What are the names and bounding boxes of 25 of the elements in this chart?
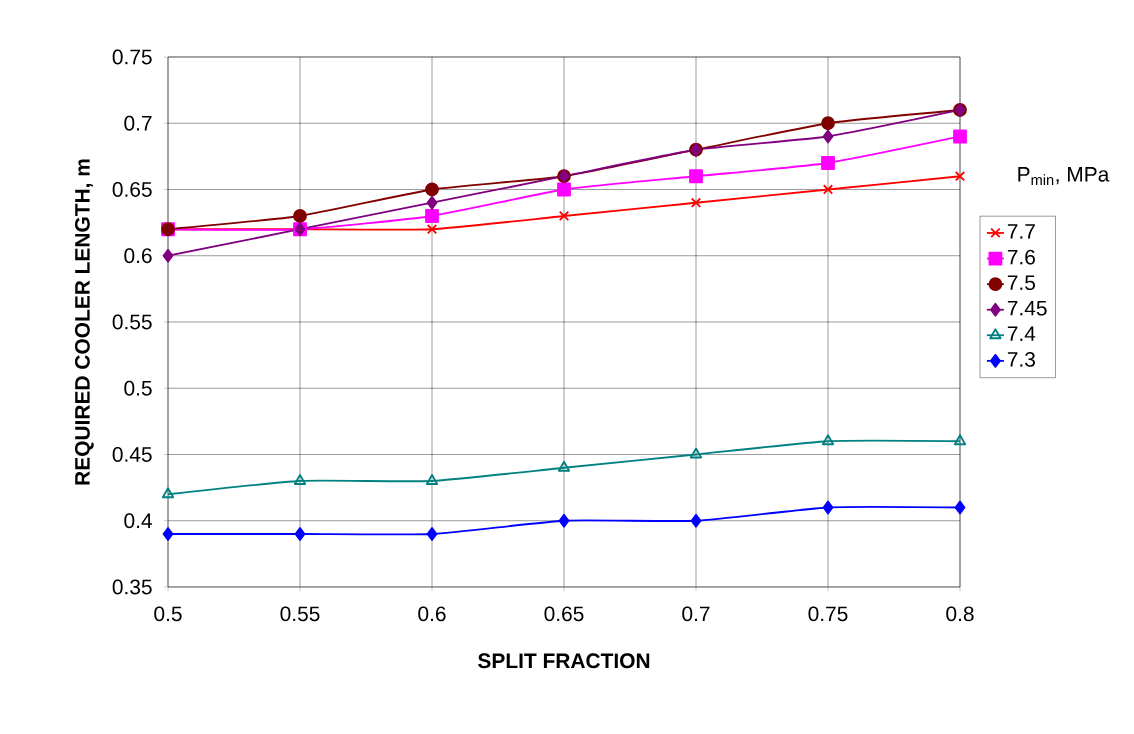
y-tick-label: 0.65 <box>112 182 152 197</box>
x-tick-label: 0.7 <box>682 606 710 622</box>
legend-label: 7.4 <box>1007 326 1036 341</box>
y-tick-label: 0.75 <box>112 49 152 65</box>
y-tick-label: 0.45 <box>112 447 152 462</box>
legend-label: 7.5 <box>1007 275 1035 291</box>
legend-label: 7.45 <box>1007 300 1047 316</box>
x-tick-label: 0.6 <box>418 606 446 622</box>
legend-title: P$_{min}$, MPa <box>1018 167 1110 185</box>
x-tick-label: 0.8 <box>946 606 974 622</box>
y-tick-label: 0.55 <box>112 314 152 330</box>
y-tick-label: 0.35 <box>112 579 152 595</box>
y-tick-label: 0.6 <box>124 248 152 264</box>
x-axis-title: SPLIT FRACTION <box>478 653 650 669</box>
legend-label: 7.3 <box>1007 351 1035 367</box>
legend-label: 7.7 <box>1007 224 1035 239</box>
x-tick-label: 0.55 <box>280 606 320 622</box>
x-tick-label: 0.65 <box>544 606 584 622</box>
x-tick-label: 0.75 <box>808 606 848 622</box>
y-axis-title: REQUIRED COOLER LENGTH, m <box>74 159 94 485</box>
y-tick-label: 0.4 <box>124 513 152 529</box>
x-tick-label: 0.5 <box>154 606 182 622</box>
y-tick-label: 0.5 <box>124 380 152 396</box>
legend-label: 7.6 <box>1007 249 1035 265</box>
y-tick-label: 0.7 <box>124 115 152 131</box>
